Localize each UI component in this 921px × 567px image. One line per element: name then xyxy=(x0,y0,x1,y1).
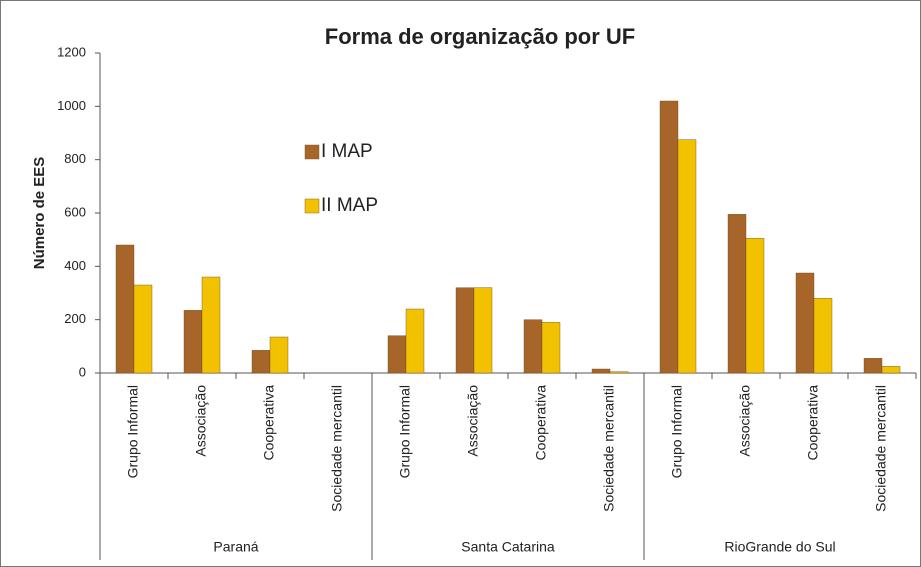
x-tick-label: Grupo Informal xyxy=(125,385,141,478)
bar xyxy=(591,368,611,374)
bar xyxy=(405,308,425,374)
bar xyxy=(795,272,815,374)
bar xyxy=(251,350,271,374)
bar xyxy=(473,287,493,374)
group-label: Paraná xyxy=(213,539,258,555)
x-tick-label: Grupo Informal xyxy=(397,385,413,478)
x-tick-label: Sociedade mercantil xyxy=(329,385,345,512)
x-tick-label: Associação xyxy=(465,385,481,457)
bar xyxy=(659,100,679,374)
x-tick-label: Associação xyxy=(737,385,753,457)
y-tick-label: 600 xyxy=(64,204,86,219)
x-tick-label: Cooperativa xyxy=(805,385,821,461)
group-label: RioGrande do Sul xyxy=(724,539,835,555)
x-tick-label: Sociedade mercantil xyxy=(873,385,889,512)
bar xyxy=(541,322,561,374)
bar xyxy=(863,358,883,374)
bar xyxy=(201,276,221,374)
x-tick-label: Sociedade mercantil xyxy=(601,385,617,512)
chart-title: Forma de organização por UF xyxy=(325,24,636,49)
bar xyxy=(387,335,407,374)
bar xyxy=(745,238,765,374)
y-tick-label: 1000 xyxy=(57,98,86,113)
bar xyxy=(677,139,697,374)
y-axis-label: Número de EES xyxy=(31,157,48,270)
bar xyxy=(269,336,289,374)
y-tick-label: 200 xyxy=(64,311,86,326)
bar xyxy=(183,310,203,374)
legend-swatch xyxy=(304,144,320,160)
x-tick-label: Associação xyxy=(193,385,209,457)
group-label: Santa Catarina xyxy=(461,539,555,555)
y-tick-label: 0 xyxy=(79,364,86,379)
bar xyxy=(455,287,475,374)
bar xyxy=(609,371,629,374)
legend-swatch xyxy=(304,198,320,214)
bar xyxy=(727,214,747,374)
bar xyxy=(523,319,543,374)
bar xyxy=(133,284,153,374)
legend-label: I MAP xyxy=(321,141,373,162)
y-tick-label: 800 xyxy=(64,151,86,166)
bar xyxy=(881,366,901,374)
y-tick-label: 1200 xyxy=(57,44,86,59)
bar xyxy=(115,244,135,374)
y-tick-label: 400 xyxy=(64,258,86,273)
x-tick-label: Cooperativa xyxy=(261,385,277,461)
x-tick-label: Cooperativa xyxy=(533,385,549,461)
bar xyxy=(813,298,833,374)
x-tick-label: Grupo Informal xyxy=(669,385,685,478)
legend-label: II MAP xyxy=(321,195,378,216)
